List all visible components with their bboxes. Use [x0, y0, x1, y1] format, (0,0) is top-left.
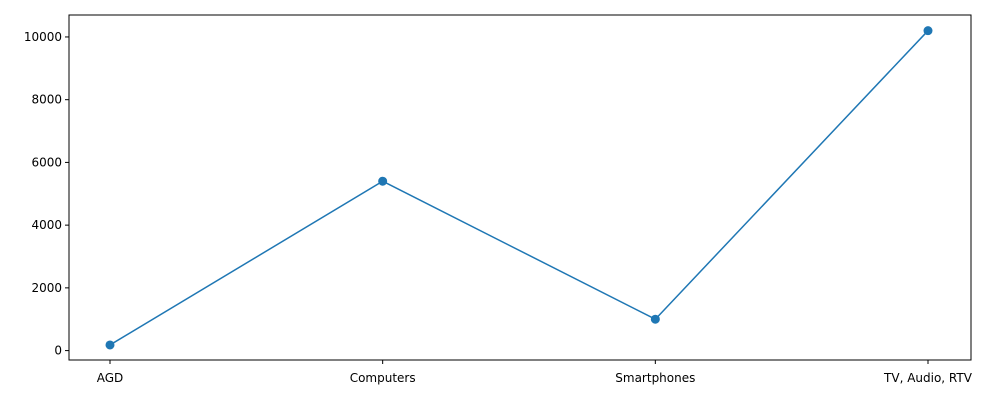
y-tick-label: 2000 [31, 281, 62, 295]
x-tick-label: Computers [350, 371, 416, 385]
y-tick-label: 10000 [24, 30, 62, 44]
y-tick-label: 8000 [31, 93, 62, 107]
x-tick-label: TV, Audio, RTV [883, 371, 973, 385]
y-axis: 0 2000 4000 6000 8000 10000 [24, 30, 69, 358]
series-line [109, 30, 929, 346]
data-point-2 [650, 314, 660, 324]
y-tick-label: 6000 [31, 155, 62, 169]
x-tick-label: Smartphones [615, 371, 695, 385]
x-tick-label: AGD [97, 371, 124, 385]
series-layer [105, 26, 933, 350]
data-point-1 [378, 176, 388, 186]
data-point-3 [923, 26, 933, 36]
x-axis: AGD Computers Smartphones TV, Audio, RTV [97, 360, 973, 385]
y-tick-label: 0 [54, 344, 62, 358]
plot-frame [68, 14, 972, 361]
data-point-0 [105, 340, 115, 350]
y-tick-label: 4000 [31, 218, 62, 232]
